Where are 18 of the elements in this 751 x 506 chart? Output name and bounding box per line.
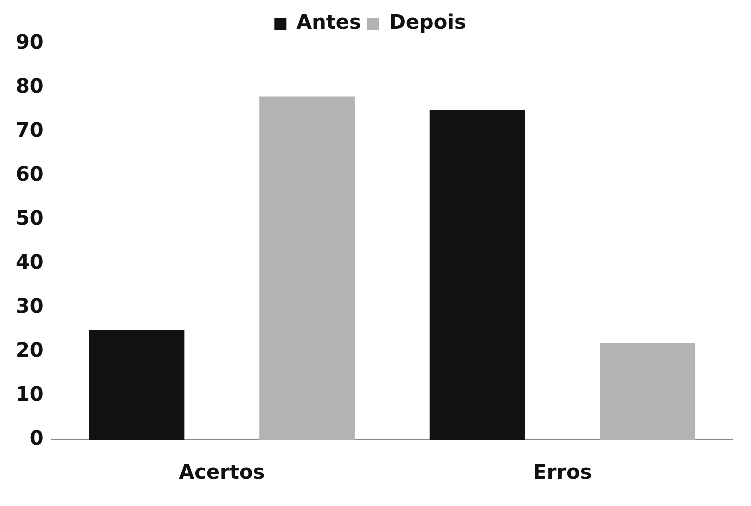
y-tick-label: 90 xyxy=(16,30,44,54)
y-tick-label: 0 xyxy=(30,426,44,450)
y-tick-label: 80 xyxy=(16,74,44,98)
bar xyxy=(430,110,526,440)
bar xyxy=(89,330,185,440)
y-tick-label: 20 xyxy=(16,338,44,362)
y-tick-label: 60 xyxy=(16,162,44,186)
x-tick-label: Acertos xyxy=(179,460,266,484)
y-tick-label: 50 xyxy=(16,206,44,230)
y-tick-label: 70 xyxy=(16,118,44,142)
x-tick-label: Erros xyxy=(533,460,592,484)
legend-label: Depois xyxy=(389,10,466,34)
y-tick-label: 40 xyxy=(16,250,44,274)
y-tick-label: 30 xyxy=(16,294,44,318)
bar xyxy=(600,343,696,440)
bar xyxy=(260,96,355,440)
y-tick-label: 10 xyxy=(16,382,44,406)
legend-label: Antes xyxy=(296,10,362,34)
